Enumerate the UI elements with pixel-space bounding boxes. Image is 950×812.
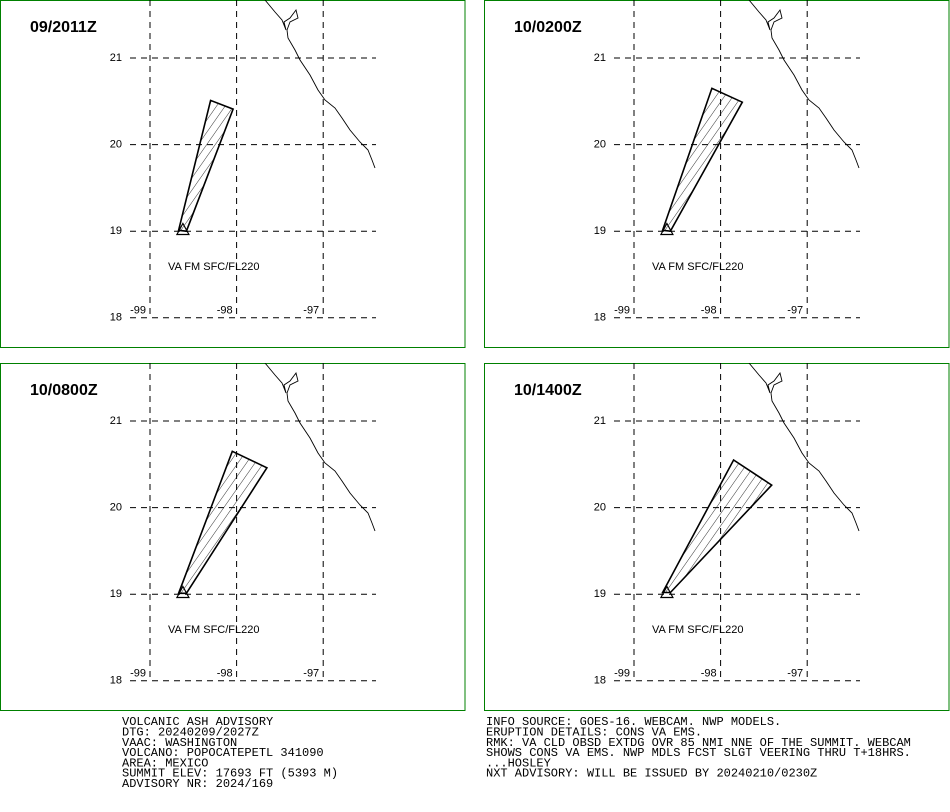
lon-tick-label: -98 <box>701 668 717 680</box>
cloud-label: VA FM SFC/FL220 <box>652 624 744 636</box>
lat-tick-label: 20 <box>594 139 606 151</box>
lon-tick-label: -99 <box>614 305 630 317</box>
lon-tick-label: -97 <box>303 668 319 680</box>
advisory-line: VAAC: WASHINGTON <box>122 736 237 750</box>
lon-tick-label: -99 <box>614 668 630 680</box>
lon-tick-label: -99 <box>130 668 146 680</box>
lat-tick-label: 20 <box>594 502 606 514</box>
cloud-label: VA FM SFC/FL220 <box>168 624 260 636</box>
lon-tick-label: -97 <box>303 305 319 317</box>
map-panel: 21 20 19 18 -99 -98 -97 10/1400Z VA FM SFC/FL220 <box>484 363 950 711</box>
volcano-marker <box>659 222 674 236</box>
map-content <box>614 0 860 319</box>
volcano-marker <box>659 585 674 599</box>
advisory-line: AREA: MEXICO <box>122 756 208 770</box>
valid-time: 10/0800Z <box>30 382 98 399</box>
lon-tick-label: -97 <box>787 305 803 317</box>
advisory-line: RMK: VA CLD OBSD EXTDG OVR 85 NMI NNE OF… <box>486 736 911 750</box>
advisory-line: ERUPTION DETAILS: CONS VA EMS. <box>486 725 702 739</box>
lat-tick-label: 21 <box>110 52 122 64</box>
valid-time: 10/0200Z <box>514 19 582 36</box>
map-panel: 21 20 19 18 -99 -98 -97 09/2011Z VA FM SFC/FL220 <box>0 0 466 348</box>
lat-tick-label: 21 <box>594 415 606 427</box>
lat-tick-label: 18 <box>594 312 606 324</box>
valid-time: 10/1400Z <box>514 382 582 399</box>
map-content <box>614 363 860 682</box>
advisory-line: NXT ADVISORY: WILL BE ISSUED BY 20240210… <box>486 767 817 781</box>
ash-cloud <box>661 87 744 233</box>
lon-tick-label: -97 <box>787 668 803 680</box>
advisory-line: ...HOSLEY <box>486 756 551 770</box>
map-content <box>130 0 376 319</box>
lat-tick-label: 18 <box>110 312 122 324</box>
volcano-marker <box>175 222 190 236</box>
cloud-label: VA FM SFC/FL220 <box>652 261 744 273</box>
lat-tick-label: 18 <box>110 675 122 687</box>
ash-cloud <box>177 99 235 233</box>
lon-tick-label: -98 <box>701 305 717 317</box>
volcano-marker <box>175 585 190 599</box>
map-panel: 21 20 19 18 -99 -98 -97 10/0800Z VA FM SFC/FL220 <box>0 363 466 711</box>
advisory-line: INFO SOURCE: GOES-16. WEBCAM. NWP MODELS… <box>486 715 781 729</box>
panel-border <box>0 0 466 348</box>
lon-tick-label: -99 <box>130 305 146 317</box>
panel-border <box>0 363 466 711</box>
lat-tick-label: 20 <box>110 139 122 151</box>
map-panel: 21 20 19 18 -99 -98 -97 10/0200Z VA FM SFC/FL220 <box>484 0 950 348</box>
lat-tick-label: 21 <box>110 415 122 427</box>
lat-tick-label: 21 <box>594 52 606 64</box>
valid-time: 09/2011Z <box>30 19 97 36</box>
lat-tick-label: 19 <box>594 588 606 600</box>
ash-cloud <box>177 450 269 595</box>
map-content <box>130 363 376 682</box>
advisory-line: SUMMIT ELEV: 17693 FT (5393 M) <box>122 767 338 781</box>
advisory-line: VOLCANO: POPOCATEPETL 341090 <box>122 746 324 760</box>
lat-tick-label: 19 <box>594 225 606 237</box>
lat-tick-label: 18 <box>594 675 606 687</box>
advisory-line: VOLCANIC ASH ADVISORY <box>122 715 273 729</box>
ash-cloud <box>661 458 773 594</box>
lat-tick-label: 19 <box>110 588 122 600</box>
panel-border <box>484 0 950 348</box>
advisory-line: SHOWS CONS VA EMS. NWP MDLS FCST SLGT VE… <box>486 746 911 760</box>
lat-tick-label: 19 <box>110 225 122 237</box>
lon-tick-label: -98 <box>217 668 233 680</box>
cloud-label: VA FM SFC/FL220 <box>168 261 260 273</box>
advisory-line: DTG: 20240209/2027Z <box>122 725 259 739</box>
lon-tick-label: -98 <box>217 305 233 317</box>
advisory-line: ADVISORY NR: 2024/169 <box>122 777 273 791</box>
lat-tick-label: 20 <box>110 502 122 514</box>
